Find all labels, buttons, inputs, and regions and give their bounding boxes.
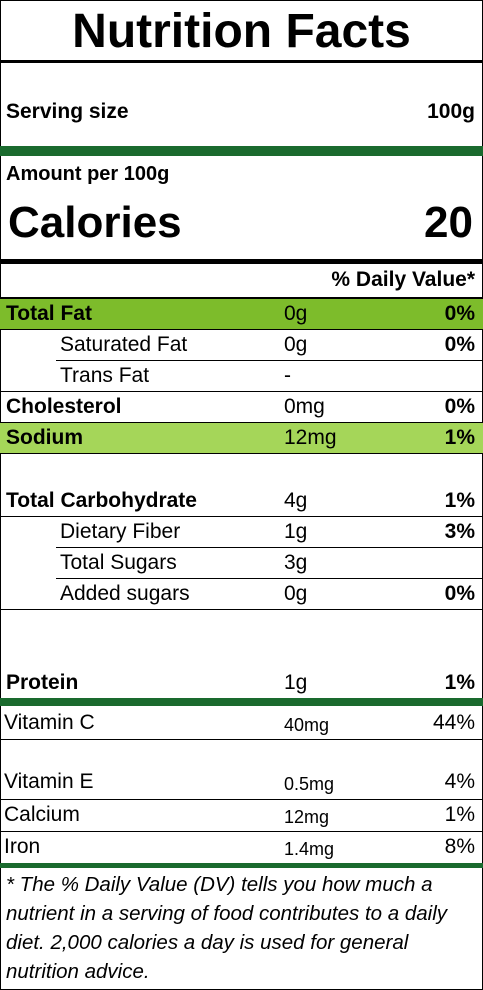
nutrient-amount: 0g xyxy=(284,582,308,605)
nutrient-row-total-carbohydrate: Total Carbohydrate 4g 1% xyxy=(0,486,483,516)
nutrient-dv: 1% xyxy=(444,426,475,449)
nutrient-amount: 1.4mg xyxy=(284,839,335,859)
calories-value: 20 xyxy=(424,198,473,247)
nutrient-name: Calcium xyxy=(4,803,80,826)
nutrient-dv: 44% xyxy=(432,711,475,734)
nutrient-name: Vitamin E xyxy=(4,770,94,793)
nutrient-amount: - xyxy=(284,364,291,387)
nutrient-amount: 12mg xyxy=(284,426,337,449)
divider xyxy=(0,259,483,264)
nutrient-name: Dietary Fiber xyxy=(60,520,181,543)
nutrient-amount: 1g xyxy=(284,671,308,694)
nutrient-row-total-sugars: Total Sugars 3g xyxy=(0,548,483,578)
calories-label: Calories xyxy=(8,198,182,247)
green-divider xyxy=(0,146,483,156)
serving-size-row: Serving size 100g xyxy=(0,100,483,128)
nutrient-row-saturated-fat: Saturated Fat 0g 0% xyxy=(0,330,483,360)
serving-size-label: Serving size xyxy=(6,100,129,123)
nutrient-dv: 8% xyxy=(444,835,475,858)
divider xyxy=(0,609,483,610)
nutrient-row-trans-fat: Trans Fat - xyxy=(0,361,483,391)
nutrient-name: Protein xyxy=(6,671,79,694)
nutrient-row-total-fat: Total Fat 0g 0% xyxy=(0,299,483,329)
nutrient-amount: 3g xyxy=(284,551,308,574)
nutrient-amount: 40mg xyxy=(284,715,330,735)
amount-per-label: Amount per 100g xyxy=(6,163,170,185)
divider xyxy=(0,799,483,800)
nutrient-row-calcium: Calcium 12mg 1% xyxy=(0,800,483,832)
green-divider xyxy=(0,698,483,706)
nutrient-name: Sodium xyxy=(6,426,83,449)
divider xyxy=(0,739,483,740)
green-divider xyxy=(0,863,483,868)
nutrient-name: Total Fat xyxy=(6,302,92,325)
nutrient-dv: 1% xyxy=(444,803,475,826)
nutrient-amount: 0.5mg xyxy=(284,774,335,794)
amount-per-row: Amount per 100g xyxy=(0,163,483,191)
daily-value-header: % Daily Value* xyxy=(0,268,483,296)
nutrient-dv: 0% xyxy=(444,302,475,325)
divider xyxy=(56,547,483,548)
nutrient-name: Trans Fat xyxy=(60,364,150,387)
nutrient-name: Total Carbohydrate xyxy=(6,489,197,512)
nutrient-amount: 4g xyxy=(284,489,308,512)
nutrient-name: Iron xyxy=(4,835,41,858)
nutrient-name: Total Sugars xyxy=(60,551,177,574)
nutrient-name: Added sugars xyxy=(60,582,190,605)
nutrient-dv: 1% xyxy=(444,489,475,512)
divider xyxy=(0,391,483,392)
nutrient-dv: 0% xyxy=(444,333,475,356)
divider xyxy=(0,329,483,330)
label-title: Nutrition Facts xyxy=(72,5,411,58)
divider xyxy=(0,60,483,63)
nutrient-name: Saturated Fat xyxy=(60,333,188,356)
nutrient-row-vitamin-e: Vitamin E 0.5mg 4% xyxy=(0,768,483,800)
serving-size-value: 100g xyxy=(427,100,475,123)
divider xyxy=(0,453,483,454)
nutrient-row-protein: Protein 1g 1% xyxy=(0,668,483,698)
nutrient-dv: 0% xyxy=(444,582,475,605)
divider xyxy=(0,831,483,832)
nutrient-amount: 0mg xyxy=(284,395,325,418)
divider xyxy=(0,516,483,517)
nutrient-amount: 1g xyxy=(284,520,308,543)
nutrient-row-vitamin-c: Vitamin C 40mg 44% xyxy=(0,707,483,739)
nutrient-amount: 0g xyxy=(284,333,308,356)
divider xyxy=(56,360,483,361)
calories-row: Calories 20 xyxy=(0,198,483,254)
nutrient-dv: 3% xyxy=(444,520,475,543)
nutrient-amount: 0g xyxy=(284,302,308,325)
divider xyxy=(0,297,483,299)
daily-value-header-text: % Daily Value* xyxy=(331,268,475,291)
nutrient-row-dietary-fiber: Dietary Fiber 1g 3% xyxy=(0,517,483,547)
nutrient-row-iron: Iron 1.4mg 8% xyxy=(0,832,483,864)
nutrient-amount: 12mg xyxy=(284,807,330,827)
nutrient-name: Vitamin C xyxy=(4,711,95,734)
nutrient-dv: 1% xyxy=(444,671,475,694)
footnote: * The % Daily Value (DV) tells you how m… xyxy=(6,873,448,983)
divider xyxy=(0,422,483,423)
nutrient-row-cholesterol: Cholesterol 0mg 0% xyxy=(0,392,483,422)
nutrient-name: Cholesterol xyxy=(6,395,122,418)
divider xyxy=(56,578,483,579)
nutrient-row-sodium: Sodium 12mg 1% xyxy=(0,423,483,453)
nutrient-row-added-sugars: Added sugars 0g 0% xyxy=(0,579,483,609)
nutrient-dv: 4% xyxy=(444,770,475,793)
nutrient-dv: 0% xyxy=(444,395,475,418)
